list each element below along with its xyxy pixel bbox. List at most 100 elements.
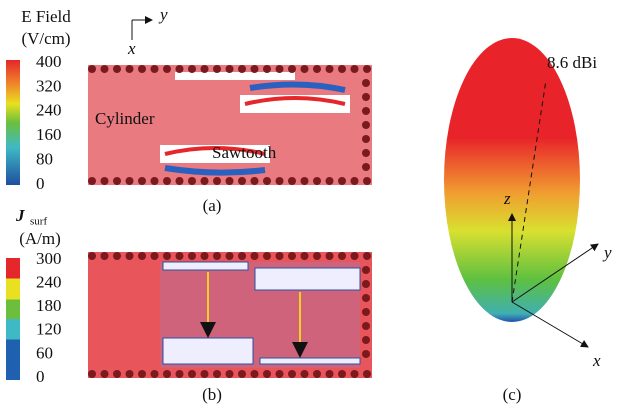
via [362, 336, 370, 344]
via [126, 370, 134, 378]
via [126, 177, 134, 185]
colorbar-tick-label: 320 [36, 76, 62, 95]
via [276, 65, 284, 73]
via [351, 370, 359, 378]
colorbar-tick-label: 240 [36, 273, 62, 292]
via [313, 65, 321, 73]
via [351, 65, 359, 73]
via [138, 252, 146, 260]
via [138, 177, 146, 185]
via [226, 177, 234, 185]
via [276, 370, 284, 378]
colorbar-title: E Field [21, 7, 71, 26]
via [138, 65, 146, 73]
via [288, 370, 296, 378]
slot [260, 358, 360, 364]
colorbar-tick-label: 80 [36, 150, 53, 169]
via [201, 370, 209, 378]
via [351, 177, 359, 185]
via [288, 252, 296, 260]
via [238, 252, 246, 260]
via [301, 177, 309, 185]
via [201, 177, 209, 185]
via [226, 65, 234, 73]
via [176, 370, 184, 378]
axis-label: z [503, 189, 511, 208]
via [251, 370, 259, 378]
via [101, 65, 109, 73]
via [363, 370, 371, 378]
via [213, 177, 221, 185]
via [226, 370, 234, 378]
colorbar-tick-label: 60 [36, 343, 53, 362]
via [313, 370, 321, 378]
colorbar-ticks: 300 240 180 120 60 0 [36, 249, 62, 386]
colorbar-tick-label: 0 [36, 174, 45, 193]
via [338, 177, 346, 185]
slot [163, 262, 248, 270]
via [126, 252, 134, 260]
via [176, 252, 184, 260]
via [362, 135, 370, 143]
via [151, 370, 159, 378]
caption: (a) [203, 196, 222, 215]
via [188, 65, 196, 73]
via [188, 177, 196, 185]
region-label: Sawtooth [212, 143, 277, 162]
via [88, 177, 96, 185]
via [213, 65, 221, 73]
figure: E Field (V/cm) 400320240160800 y x Cylin… [0, 0, 620, 407]
via [362, 350, 370, 358]
via [301, 252, 309, 260]
colorbar-unit: (A/m) [19, 229, 61, 248]
via [362, 93, 370, 101]
via [313, 252, 321, 260]
via [163, 252, 171, 260]
colorbar [6, 60, 20, 185]
colorbar-tick-label: 400 [36, 52, 62, 71]
via [88, 370, 96, 378]
via [113, 252, 121, 260]
via [301, 370, 309, 378]
via [351, 252, 359, 260]
via [188, 252, 196, 260]
via [362, 266, 370, 274]
via [113, 370, 121, 378]
via [276, 252, 284, 260]
axis-x [512, 302, 588, 347]
via [263, 370, 271, 378]
via [238, 65, 246, 73]
colorbar-tick-label: 0 [36, 367, 45, 386]
via [362, 121, 370, 129]
axis-label: x [127, 39, 136, 58]
via [363, 177, 371, 185]
via [362, 149, 370, 157]
via [101, 177, 109, 185]
via [176, 65, 184, 73]
via [362, 294, 370, 302]
colorbar-tick-label: 120 [36, 320, 62, 339]
via [163, 370, 171, 378]
region-label: Cylinder [95, 109, 155, 128]
colorbar-tick-label: 180 [36, 296, 62, 315]
via [113, 65, 121, 73]
via [263, 177, 271, 185]
slot [175, 72, 295, 80]
via [338, 65, 346, 73]
via [362, 163, 370, 171]
via [113, 177, 121, 185]
via [362, 79, 370, 87]
via [101, 252, 109, 260]
via [238, 177, 246, 185]
via [188, 370, 196, 378]
via [338, 252, 346, 260]
colorbar-tick-label: 300 [36, 249, 62, 268]
via [338, 370, 346, 378]
via [126, 65, 134, 73]
via [363, 65, 371, 73]
via [163, 65, 171, 73]
via [176, 177, 184, 185]
caption: (b) [202, 385, 222, 404]
axis-label: x [592, 351, 601, 370]
via [313, 177, 321, 185]
